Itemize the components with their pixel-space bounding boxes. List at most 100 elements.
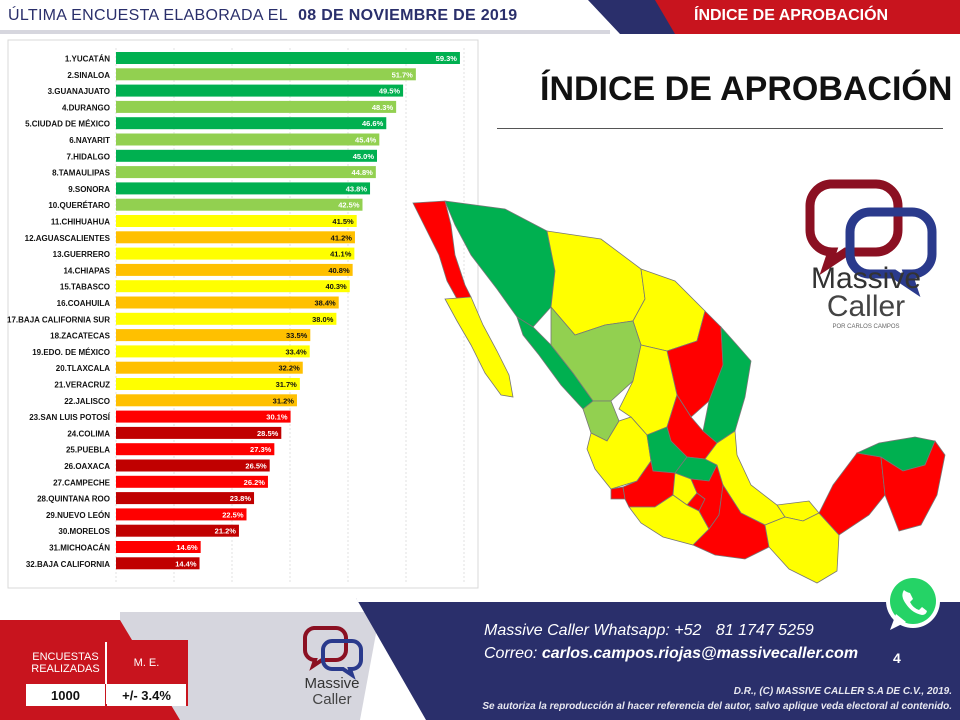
data-label: 45.0%: [353, 152, 375, 161]
map-state-chiapas: [764, 512, 840, 584]
category-label: 23.SAN LUIS POTOSÍ: [29, 413, 111, 422]
bar: [116, 182, 371, 195]
whatsapp-icon[interactable]: [880, 570, 946, 636]
data-label: 14.4%: [175, 559, 197, 568]
whatsapp-line: Massive Caller Whatsapp: +52 81 1747 525…: [484, 622, 814, 640]
bar: [116, 361, 303, 374]
data-label: 33.4%: [285, 347, 307, 356]
title-divider: [497, 128, 943, 129]
data-label: 43.8%: [346, 184, 368, 193]
survey-date: 08 DE NOVIEMBRE DE 2019: [298, 7, 518, 24]
category-label: 7.HIDALGO: [66, 152, 110, 161]
data-label: 27.3%: [250, 445, 272, 454]
stats-table: ENCUESTAS REALIZADAS M. E. 1000 +/- 3.4%: [24, 640, 188, 706]
approval-bar-chart: 1.YUCATÁN 59.3% 2.SINALOA 51.7% 3.GUANAJUATO…: [7, 39, 479, 589]
bar: [116, 410, 291, 423]
category-label: 22.JALISCO: [64, 397, 110, 406]
bar: [116, 475, 268, 488]
me-value: +/- 3.4%: [107, 684, 186, 706]
bar: [116, 557, 200, 570]
surveys-value: 1000: [26, 684, 106, 706]
mexico-approval-map: [412, 200, 946, 584]
data-label: 48.3%: [372, 103, 394, 112]
category-label: 5.CIUDAD DE MÉXICO: [25, 120, 110, 129]
header-band: [0, 0, 960, 34]
massive-caller-logo: Massive Caller POR CARLOS CAMPOS: [790, 176, 950, 336]
bar: [116, 68, 416, 81]
whatsapp-glyph-icon: [886, 574, 940, 630]
data-label: 26.2%: [244, 478, 266, 487]
category-label: 12.AGUASCALIENTES: [25, 234, 111, 243]
bar: [116, 492, 255, 505]
category-label: 30.MORELOS: [58, 527, 110, 536]
me-header: M. E.: [107, 642, 186, 684]
category-label: 17.BAJA CALIFORNIA SUR: [7, 315, 110, 324]
bar: [116, 133, 380, 146]
category-label: 3.GUANAJUATO: [48, 87, 110, 96]
bar: [116, 100, 397, 113]
data-label: 31.2%: [273, 396, 295, 405]
header-bar: ÚLTIMA ENCUESTA ELABORADA EL 08 DE NOVIE…: [0, 0, 960, 34]
email-line: Correo: carlos.campos.riojas@massivecall…: [484, 645, 858, 663]
data-label: 45.4%: [355, 136, 377, 145]
bar: [116, 394, 297, 407]
massive-caller-logo-small: Massive Caller: [296, 624, 372, 714]
data-label: 26.5%: [245, 462, 267, 471]
bar: [116, 280, 350, 293]
category-label: 14.CHIAPAS: [63, 266, 110, 275]
data-label: 40.8%: [328, 266, 350, 275]
whatsapp-number[interactable]: 81 1747 5259: [715, 622, 814, 639]
category-label: 20.TLAXCALA: [56, 364, 110, 373]
main-title: ÍNDICE DE APROBACIÓN: [540, 70, 953, 108]
bar: [116, 329, 311, 342]
logo-line2: Caller: [827, 290, 905, 323]
bar: [116, 296, 339, 309]
bar: [116, 231, 355, 244]
category-label: 10.QUERÉTARO: [48, 201, 110, 210]
bar: [116, 426, 282, 439]
category-label: 32.BAJA CALIFORNIA: [26, 560, 110, 569]
map-state-campeche: [818, 452, 886, 536]
category-label: 18.ZACATECAS: [50, 332, 111, 341]
data-label: 22.5%: [222, 510, 244, 519]
bar: [116, 215, 357, 227]
category-label: 1.YUCATÁN: [65, 55, 110, 64]
bar: [116, 378, 300, 390]
category-label: 31.MICHOACÁN: [49, 544, 110, 553]
data-label: 44.8%: [352, 168, 374, 177]
bar: [116, 198, 363, 211]
email-label: Correo:: [484, 645, 538, 662]
logo-small-mark-icon: Massive Caller: [302, 626, 363, 708]
survey-date-line: ÚLTIMA ENCUESTA ELABORADA EL 08 DE NOVIE…: [8, 7, 518, 25]
whatsapp-label: Massive Caller Whatsapp: +52: [484, 622, 702, 639]
map-state-coahuila: [632, 268, 706, 352]
bar: [116, 312, 337, 325]
category-label: 8.TAMAULIPAS: [52, 169, 111, 178]
data-label: 40.3%: [325, 282, 347, 291]
copyright-text: D.R., (C) MASSIVE CALLER S.A DE C.V., 20…: [733, 686, 952, 697]
bar: [116, 149, 377, 162]
logo-small-line1: Massive: [304, 675, 359, 692]
category-label: 26.OAXACA: [64, 462, 110, 471]
category-label: 2.SINALOA: [67, 71, 110, 80]
permission-text: Se autoriza la reproducción al hacer ref…: [482, 701, 952, 712]
email-link[interactable]: carlos.campos.riojas@massivecaller.com: [541, 645, 859, 662]
surveys-header: ENCUESTAS REALIZADAS: [26, 642, 106, 684]
category-label: 6.NAYARIT: [69, 136, 110, 145]
category-label: 15.TABASCO: [60, 283, 110, 292]
data-label: 59.3%: [436, 54, 458, 63]
survey-label: ÚLTIMA ENCUESTA ELABORADA EL: [8, 7, 288, 24]
page-number: 4: [893, 650, 901, 666]
bar: [116, 541, 201, 553]
data-label: 31.7%: [276, 380, 298, 389]
bar: [116, 166, 376, 179]
category-label: 21.VERACRUZ: [54, 381, 110, 390]
data-label: 49.5%: [379, 87, 401, 96]
data-label: 38.4%: [314, 299, 336, 308]
logo-mark-icon: Massive Caller POR CARLOS CAMPOS: [805, 179, 937, 330]
bar: [116, 508, 247, 521]
bar: [116, 117, 387, 130]
data-label: 28.5%: [257, 429, 279, 438]
map-state-baja-california-sur: [444, 296, 514, 398]
logo-line1: Massive: [811, 262, 921, 295]
